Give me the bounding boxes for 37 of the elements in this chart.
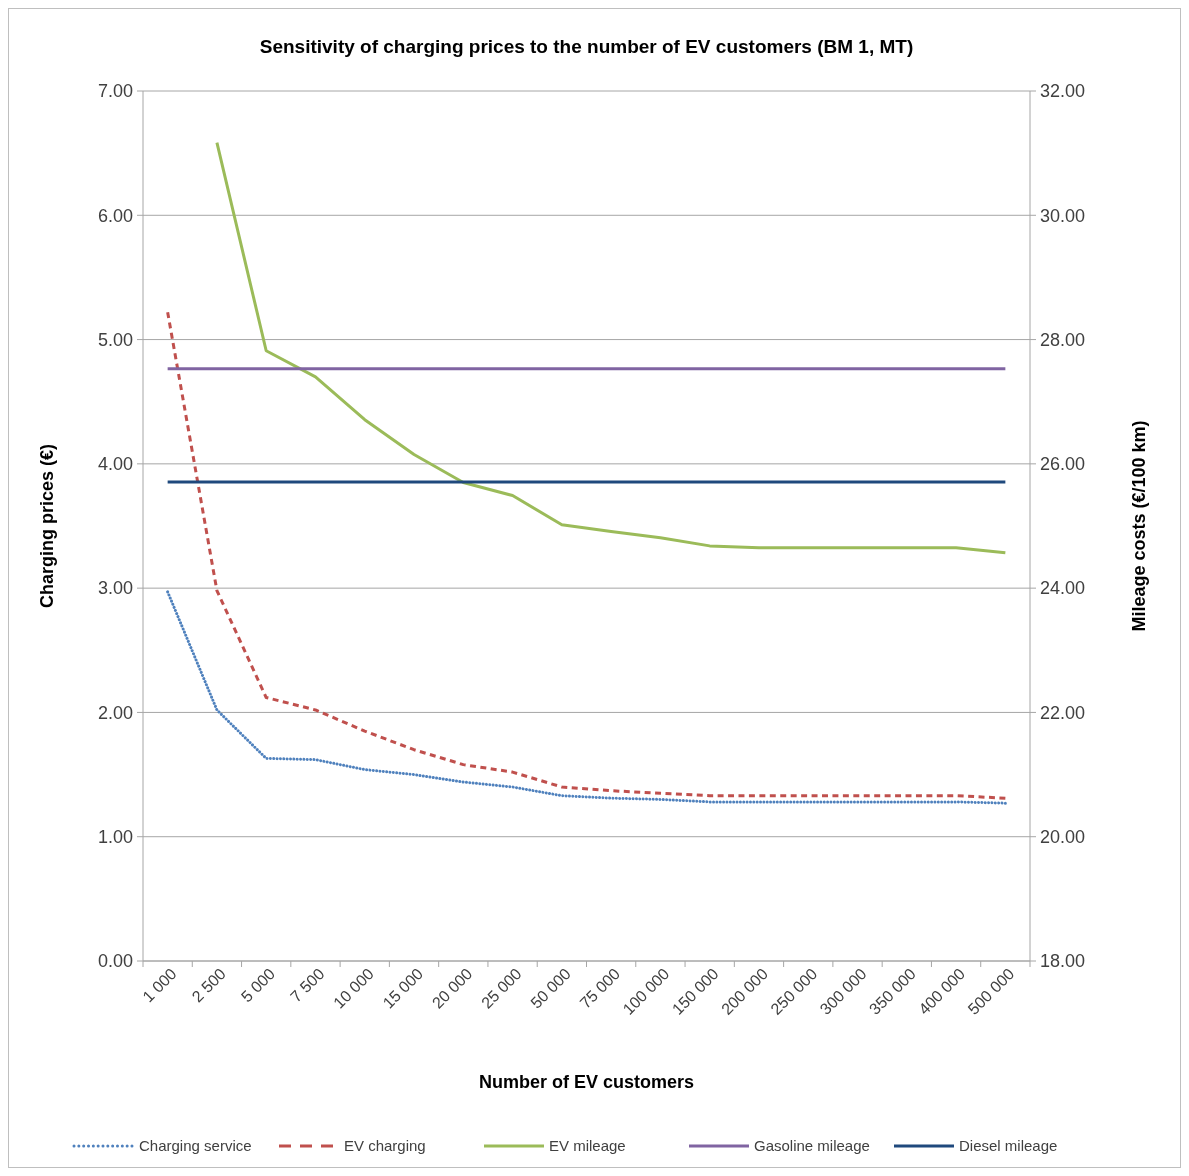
y2-tick-label: 30.00	[1040, 205, 1086, 226]
x-tick-label: 5 000	[237, 964, 279, 1006]
x-tick-label: 20 000	[428, 964, 476, 1012]
y-tick-label: 6.00	[97, 205, 133, 226]
y-tick-label: 7.00	[97, 81, 133, 102]
x-axis-title: Number of EV customers	[478, 1072, 695, 1092]
y-tick-label: 0.00	[97, 951, 133, 972]
legend-label: Gasoline mileage	[754, 1137, 870, 1155]
line-series	[166, 310, 1007, 800]
x-tick-label: 15 000	[379, 964, 427, 1012]
x-tick-label: 2 500	[188, 964, 230, 1006]
x-tick-label: 7 500	[287, 964, 328, 1006]
y2-axis-title: Mileage costs (€/100 km)	[1129, 420, 1149, 632]
y2-tick-label: 20.00	[1040, 827, 1086, 848]
legend-label: EV charging	[344, 1137, 426, 1155]
x-tick-label: 1 000	[139, 964, 180, 1006]
y-axis-title: Charging prices (€)	[37, 443, 57, 609]
y2-tick-label: 32.00	[1040, 81, 1086, 102]
y-tick-label: 1.00	[97, 827, 133, 848]
y2-tick-label: 22.00	[1040, 702, 1086, 723]
y-tick-label: 3.00	[97, 578, 133, 599]
legend-label: Diesel mileage	[959, 1137, 1058, 1155]
line-series	[215, 141, 1007, 555]
y2-tick-label: 24.00	[1040, 578, 1086, 599]
y2-tick-label: 18.00	[1040, 951, 1086, 972]
line-series	[166, 590, 1007, 805]
y-tick-label: 2.00	[97, 702, 133, 723]
y2-tick-label: 28.00	[1040, 329, 1086, 350]
y-tick-label: 4.00	[97, 454, 133, 475]
legend-label: Charging service	[139, 1137, 252, 1155]
x-tick-label: 25 000	[478, 964, 525, 1012]
legend-label: EV mileage	[549, 1137, 626, 1155]
x-tick-label: 50 000	[527, 964, 575, 1012]
x-tick-label: 10 000	[330, 964, 377, 1012]
chart-title: Sensitivity of charging prices to the number of EV customers (BM 1, MT)	[259, 36, 914, 57]
y2-tick-label: 26.00	[1040, 454, 1086, 475]
y-tick-label: 5.00	[97, 329, 133, 350]
